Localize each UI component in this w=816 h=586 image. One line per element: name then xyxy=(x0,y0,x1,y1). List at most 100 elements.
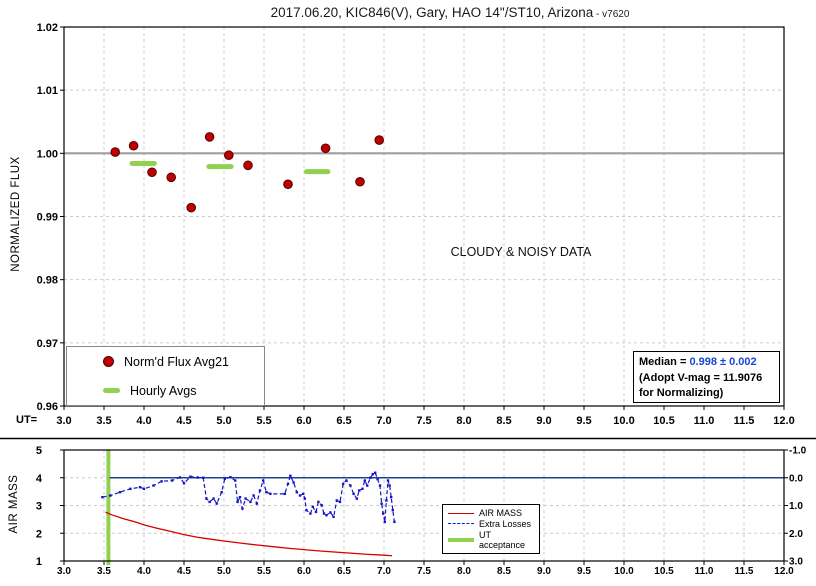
bottom-y-right-tick-label: 0.0 xyxy=(789,473,803,484)
extra-losses-marker xyxy=(376,477,379,481)
bottom-x-tick-label: 7.0 xyxy=(377,566,391,577)
top-y-tick-label: 0.96 xyxy=(37,401,58,413)
extra-losses-marker xyxy=(369,476,372,479)
extra-losses-marker xyxy=(223,477,226,481)
extra-losses-marker xyxy=(196,476,199,479)
ut-axis-prefix-label: UT= xyxy=(16,414,38,426)
legend-entry-extra-losses: Extra Losses xyxy=(448,519,534,529)
top-y-tick-label: 1.01 xyxy=(37,85,58,97)
extra-losses-marker xyxy=(332,515,335,519)
top-x-tick-label: 4.5 xyxy=(176,415,191,427)
bottom-x-tick-label: 11.5 xyxy=(735,566,754,577)
extra-losses-marker xyxy=(208,500,211,504)
bottom-x-tick-label: 7.5 xyxy=(417,566,431,577)
extra-losses-marker xyxy=(269,492,272,496)
airmass-curve xyxy=(105,511,393,557)
top-x-tick-label: 3.5 xyxy=(96,415,111,427)
bottom-x-tick-label: 6.5 xyxy=(337,566,351,577)
legend-label-hourly: Hourly Avgs xyxy=(130,383,197,398)
extra-losses-marker xyxy=(349,484,352,487)
extra-losses-marker xyxy=(358,489,361,492)
top-x-tick-label: 9.5 xyxy=(576,415,591,427)
extra-losses-marker xyxy=(352,492,355,496)
bottom-x-tick-label: 4.5 xyxy=(177,566,191,577)
top-x-tick-label: 11.5 xyxy=(734,415,755,427)
hourly-avg-segment xyxy=(129,160,157,166)
bottom-y-left-tick-label: 3 xyxy=(36,501,42,513)
flux-point-marker-icon xyxy=(103,356,114,367)
flux-point xyxy=(110,147,120,157)
extra-losses-line-icon xyxy=(448,523,474,525)
legend-label-airmass: AIR MASS xyxy=(479,508,523,519)
extra-losses-marker xyxy=(289,474,292,478)
extra-losses-marker xyxy=(262,479,265,482)
extra-losses-marker xyxy=(252,494,255,497)
top-x-tick-label: 12.0 xyxy=(773,415,794,427)
chart-title-main: 2017.06.20, KIC846(V), Gary, HAO 14"/ST1… xyxy=(270,5,594,20)
extra-losses-marker xyxy=(374,471,377,474)
extra-losses-marker xyxy=(129,487,132,491)
median-note-box: Median = 0.998 ± 0.002 (Adopt V-mag = 11… xyxy=(633,351,780,403)
top-y-tick-label: 0.97 xyxy=(37,338,58,350)
extra-losses-marker xyxy=(335,499,338,502)
bottom-x-tick-label: 11.0 xyxy=(695,566,714,577)
extra-losses-marker xyxy=(355,497,358,500)
extra-losses-marker xyxy=(234,479,237,482)
bottom-x-tick-label: 10.0 xyxy=(614,566,634,577)
top-x-tick-label: 6.5 xyxy=(336,415,351,427)
extra-losses-marker xyxy=(390,495,393,499)
flux-point xyxy=(283,179,293,190)
bottom-x-tick-label: 3.5 xyxy=(97,566,111,577)
legend-entry-hourly: Hourly Avgs xyxy=(103,384,264,398)
extra-losses-marker xyxy=(388,484,391,487)
extra-losses-marker xyxy=(378,484,382,487)
airmass-line-icon xyxy=(448,512,474,514)
extra-losses-marker xyxy=(220,490,223,494)
extra-losses-marker xyxy=(329,511,332,514)
extra-losses-marker xyxy=(371,472,374,476)
bottom-y-left-tick-label: 4 xyxy=(36,473,43,485)
top-y-tick-label: 0.98 xyxy=(37,275,58,287)
ut-acceptance-line-icon xyxy=(448,537,474,542)
bottom-x-tick-label: 5.5 xyxy=(257,566,271,577)
extra-losses-marker xyxy=(380,502,383,505)
extra-losses-marker xyxy=(249,500,252,504)
extra-losses-marker xyxy=(309,512,312,515)
bottom-y-axis-label: AIR MASS xyxy=(8,474,20,534)
median-value: 0.998 ± 0.002 xyxy=(689,356,757,368)
extra-losses-marker xyxy=(386,479,390,482)
extra-losses-marker xyxy=(170,479,174,482)
extra-losses-marker xyxy=(202,476,205,479)
extra-losses-marker xyxy=(101,495,104,499)
flux-point xyxy=(147,167,157,178)
extra-losses-marker xyxy=(160,480,163,483)
extra-losses-marker xyxy=(238,495,242,499)
extra-losses-marker xyxy=(311,505,314,509)
extra-losses-marker xyxy=(325,514,328,517)
hourly-avg-segment xyxy=(304,169,331,175)
median-line1: Median = 0.998 ± 0.002 xyxy=(639,355,774,371)
flux-point xyxy=(320,143,331,154)
extra-losses-marker xyxy=(342,482,345,486)
bottom-y-right-tick-label: 3.0 xyxy=(789,557,803,568)
bottom-y-left-tick-label: 5 xyxy=(36,445,42,457)
extra-losses-marker xyxy=(283,492,286,496)
cloudy-noisy-annotation: CLOUDY & NOISY DATA xyxy=(450,245,592,259)
legend-entry-airmass: AIR MASS xyxy=(448,508,534,518)
extra-losses-marker xyxy=(338,500,342,504)
flux-point xyxy=(374,135,385,145)
chart-title-version: - v7620 xyxy=(593,9,630,20)
bottom-chart-legend: AIR MASS Extra Losses UT acceptance xyxy=(442,504,540,554)
flux-point xyxy=(128,140,139,151)
bottom-x-tick-label: 8.5 xyxy=(497,566,511,577)
extra-losses-marker xyxy=(382,512,385,515)
bottom-x-tick-label: 12.0 xyxy=(774,566,794,577)
top-x-tick-label: 11.0 xyxy=(694,415,715,427)
extra-losses-marker xyxy=(152,484,155,487)
top-chart-legend: Norm'd Flux Avg21 Hourly Avgs xyxy=(66,346,265,406)
legend-entry-ut-acceptance: UT acceptance xyxy=(448,530,534,550)
extra-losses-marker xyxy=(255,502,258,505)
top-x-tick-label: 6.0 xyxy=(296,415,311,427)
